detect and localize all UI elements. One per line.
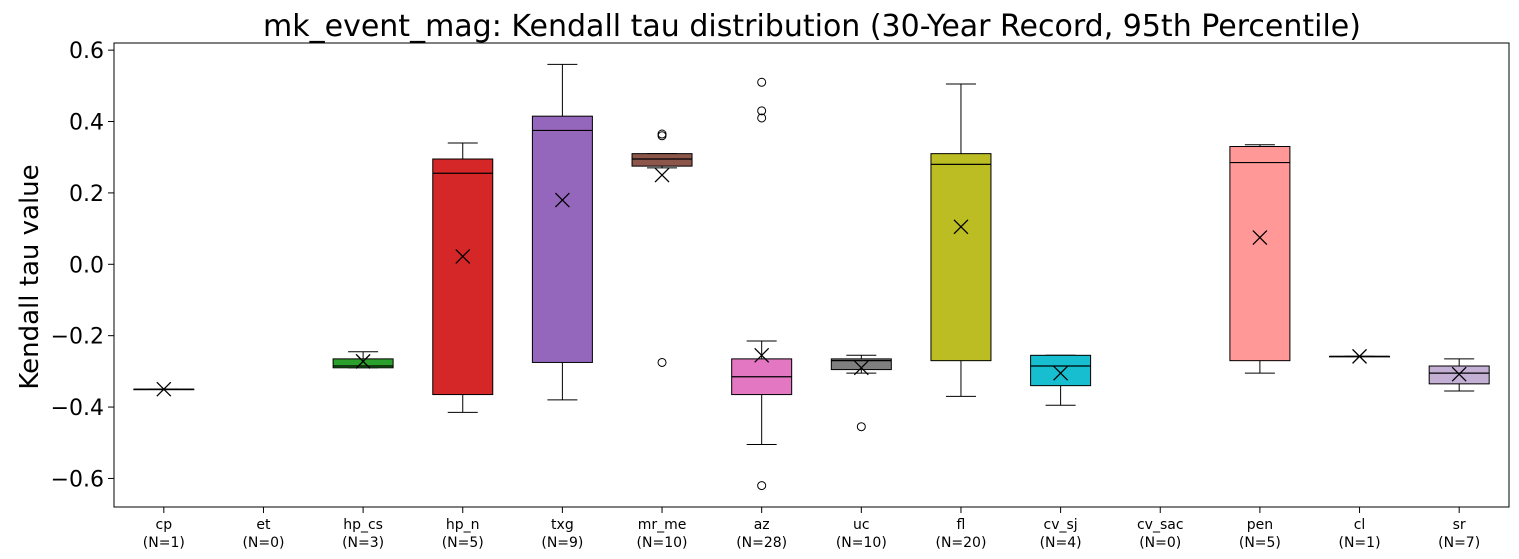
outlier-point	[757, 113, 767, 123]
mean-marker	[754, 347, 770, 363]
y-tick-label: −0.2	[51, 325, 104, 350]
outlier-point	[757, 106, 767, 116]
box-group-cv_sac: cv_sac (N=0)	[1137, 507, 1184, 551]
x-tick-count-label: (N=1)	[143, 535, 185, 551]
outlier-point	[657, 357, 667, 367]
axes-frame	[113, 42, 1510, 508]
box-group-pen: pen (N=5)	[1229, 144, 1291, 551]
x-tick-label: uc	[853, 517, 870, 533]
x-tick-count-label: (N=1)	[1339, 535, 1381, 551]
x-tick-label: cp	[156, 517, 173, 533]
mean-marker	[156, 381, 172, 397]
mean-marker	[355, 353, 371, 369]
mean-marker	[1451, 366, 1467, 382]
x-tick-label: hp_cs	[343, 517, 383, 533]
x-tick-count-label: (N=5)	[1239, 535, 1281, 551]
box	[1229, 146, 1291, 362]
box-group-txg: txg (N=9)	[531, 63, 593, 551]
outlier-point	[856, 422, 866, 432]
box-group-et: et (N=0)	[242, 507, 284, 551]
box-group-mr_me: mr_me (N=10)	[631, 129, 693, 551]
x-tick-label: pen	[1247, 517, 1273, 533]
outlier-point	[657, 129, 667, 139]
y-tick-label: −0.4	[51, 396, 104, 421]
box	[830, 358, 892, 371]
outlier-point	[757, 77, 767, 87]
mean-marker	[1352, 348, 1367, 364]
mean-marker	[554, 192, 570, 208]
box-group-fl: fl (N=20)	[930, 83, 992, 551]
mean-marker	[953, 219, 969, 235]
box	[531, 115, 593, 363]
x-tick-count-label: (N=3)	[342, 535, 384, 551]
box	[332, 358, 394, 369]
y-tick-label: −0.6	[51, 467, 104, 492]
box-group-hp_n: hp_n (N=5)	[432, 142, 494, 551]
x-tick-count-label: (N=10)	[637, 535, 688, 551]
box	[1030, 354, 1092, 387]
box-group-cv_sj: cv_sj (N=4)	[1030, 354, 1092, 551]
y-tick-label: 0.0	[69, 253, 104, 278]
box	[432, 158, 494, 396]
x-tick-count-label: (N=0)	[242, 535, 284, 551]
x-tick-label: az	[754, 517, 770, 533]
chart-title: mk_event_mag: Kendall tau distribution (…	[263, 9, 1361, 44]
x-tick-label: txg	[551, 517, 574, 533]
x-tick-count-label: (N=4)	[1040, 535, 1082, 551]
x-tick-label: mr_me	[638, 517, 687, 533]
y-tick-label: 0.4	[69, 111, 104, 136]
x-tick-count-label: (N=10)	[836, 535, 887, 551]
box-group-cp: cp (N=1)	[133, 381, 195, 551]
x-tick-label: et	[256, 517, 271, 533]
x-tick-count-label: (N=0)	[1139, 535, 1181, 551]
x-tick-label: cv_sj	[1044, 517, 1078, 533]
x-tick-label: fl	[957, 517, 966, 533]
box-group-hp_cs: hp_cs (N=3)	[332, 351, 394, 551]
x-tick-count-label: (N=28)	[736, 535, 787, 551]
y-axis-label: Kendall tau value	[15, 164, 45, 389]
box-group-uc: uc (N=10)	[830, 354, 892, 551]
mean-marker	[853, 360, 869, 376]
x-tick-label: sr	[1453, 517, 1466, 533]
plot-area: 0.6 0.4 0.2 0.0 −0.2 −0.4 −0.6 cp (N=1) et (N=0) hp…	[51, 39, 1510, 551]
x-tick-count-label: (N=7)	[1438, 535, 1480, 551]
x-tick-label: cv_sac	[1137, 517, 1184, 533]
mean-marker	[654, 167, 670, 183]
x-tick-label: hp_n	[446, 517, 480, 533]
box	[631, 153, 693, 167]
outlier-point	[757, 481, 767, 491]
x-tick-count-label: (N=20)	[935, 535, 986, 551]
box-group-az: az (N=28)	[731, 77, 793, 551]
x-tick-count-label: (N=9)	[541, 535, 583, 551]
mean-marker	[1053, 365, 1069, 381]
box	[930, 153, 992, 362]
box-group-sr: sr (N=7)	[1428, 358, 1490, 551]
mean-marker	[1252, 230, 1268, 245]
outlier-point	[657, 131, 667, 141]
y-tick-label: 0.6	[69, 39, 104, 64]
mean-marker	[455, 248, 471, 264]
y-tick-label: 0.2	[69, 182, 104, 207]
box-group-cl: cl (N=1)	[1329, 348, 1391, 551]
x-tick-count-label: (N=5)	[442, 535, 484, 551]
x-tick-label: cl	[1354, 517, 1366, 533]
